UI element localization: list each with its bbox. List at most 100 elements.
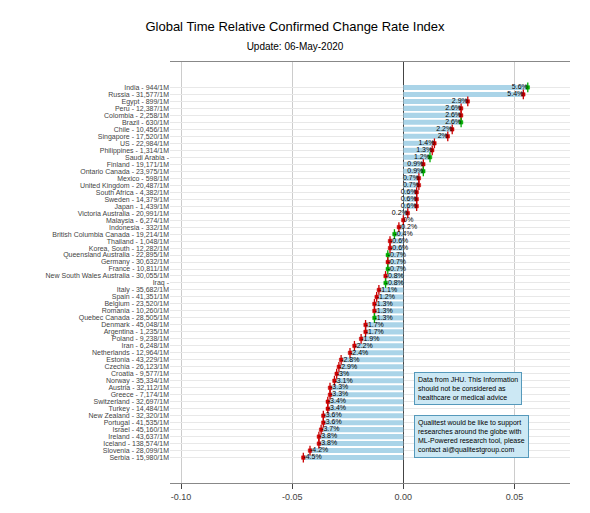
svg-text:-3.7%: -3.7% xyxy=(321,425,339,432)
svg-text:Spain - 41,351/1M: Spain - 41,351/1M xyxy=(112,293,169,301)
svg-text:0.00: 0.00 xyxy=(395,492,413,502)
svg-text:-1.2%: -1.2% xyxy=(377,293,395,300)
svg-text:Denmark - 45,048/1M: Denmark - 45,048/1M xyxy=(101,321,169,328)
svg-text:-1.1%: -1.1% xyxy=(379,286,397,293)
svg-text:0.2%: 0.2% xyxy=(392,209,408,216)
svg-text:-3.8%: -3.8% xyxy=(319,439,337,446)
svg-text:-0.2%: -0.2% xyxy=(399,223,417,230)
svg-text:India - 944/1M: India - 944/1M xyxy=(124,84,169,91)
svg-text:0%: 0% xyxy=(403,216,413,223)
svg-text:-1.3%: -1.3% xyxy=(374,300,392,307)
svg-text:-1.7%: -1.7% xyxy=(366,328,384,335)
svg-text:0.6%: 0.6% xyxy=(401,202,417,209)
svg-text:1.3%: 1.3% xyxy=(416,146,432,153)
svg-text:Thailand - 1,048/1M: Thailand - 1,048/1M xyxy=(107,238,169,245)
svg-text:-2.4%: -2.4% xyxy=(350,349,368,356)
svg-text:Data from JHU. This Informatio: Data from JHU. This Informationshould no… xyxy=(418,376,518,401)
svg-text:0.6%: 0.6% xyxy=(401,188,417,195)
svg-text:-0.6%: -0.6% xyxy=(390,244,408,251)
svg-text:-0.05: -0.05 xyxy=(282,492,303,502)
svg-text:Chile - 10,456/1M: Chile - 10,456/1M xyxy=(114,126,169,133)
svg-text:Colombia - 2,258/1M: Colombia - 2,258/1M xyxy=(104,112,169,119)
svg-text:0.05: 0.05 xyxy=(506,492,524,502)
svg-text:-0.8%: -0.8% xyxy=(386,272,404,279)
svg-text:5.6%: 5.6% xyxy=(512,83,528,90)
svg-text:-1.7%: -1.7% xyxy=(366,321,384,328)
svg-text:0.7%: 0.7% xyxy=(403,174,419,181)
svg-text:-0.4%: -0.4% xyxy=(394,230,412,237)
svg-text:Victoria Australia - 20,991/1M: Victoria Australia - 20,991/1M xyxy=(78,210,169,217)
svg-text:France - 10,811/1M: France - 10,811/1M xyxy=(108,265,169,272)
svg-text:Global Time Relative Confirmed: Global Time Relative Confirmed Change Ra… xyxy=(145,19,445,34)
svg-text:Iran - 6,248/1M: Iran - 6,248/1M xyxy=(122,342,170,349)
svg-text:Netherlands - 12,964/1M: Netherlands - 12,964/1M xyxy=(92,349,169,356)
svg-text:Slovenia - 28,099/1M: Slovenia - 28,099/1M xyxy=(103,447,169,454)
svg-text:Poland - 9,238/1M: Poland - 9,238/1M xyxy=(112,335,169,342)
svg-text:Czechia - 26,123/1M: Czechia - 26,123/1M xyxy=(104,363,169,370)
svg-text:-0.7%: -0.7% xyxy=(388,251,406,258)
svg-text:Update: 06-May-2020: Update: 06-May-2020 xyxy=(247,41,344,52)
svg-text:Israel - 45,160/1M: Israel - 45,160/1M xyxy=(113,426,170,433)
svg-text:Singapore - 17,520/1M: Singapore - 17,520/1M xyxy=(98,133,169,141)
svg-text:Malaysia - 6,274/1M: Malaysia - 6,274/1M xyxy=(106,217,169,225)
svg-text:-2.2%: -2.2% xyxy=(354,342,372,349)
svg-text:0.9%: 0.9% xyxy=(407,167,423,174)
svg-text:2.9%: 2.9% xyxy=(452,97,468,104)
svg-text:0.7%: 0.7% xyxy=(403,181,419,188)
svg-text:-1.9%: -1.9% xyxy=(361,335,379,342)
svg-text:Turkey - 14,484/1M: Turkey - 14,484/1M xyxy=(109,405,170,413)
svg-text:1.2%: 1.2% xyxy=(414,153,430,160)
svg-text:Portugal - 41,535/1M: Portugal - 41,535/1M xyxy=(104,419,170,427)
svg-text:Peru - 12,387/1M: Peru - 12,387/1M xyxy=(115,105,169,112)
svg-text:Egypt - 899/1M: Egypt - 899/1M xyxy=(122,98,170,106)
svg-text:Qualitest would be like to sup: Qualitest would be like to supportresear… xyxy=(418,419,525,454)
svg-text:New Zealand - 32,320/1M: New Zealand - 32,320/1M xyxy=(88,412,169,419)
svg-text:-3.4%: -3.4% xyxy=(328,397,346,404)
svg-text:Iraq -: Iraq - xyxy=(153,279,170,287)
svg-text:Switzerland - 32,697/1M: Switzerland - 32,697/1M xyxy=(94,398,170,405)
svg-text:-3.1%: -3.1% xyxy=(334,377,352,384)
svg-text:British Columbia Canada - 19,2: British Columbia Canada - 19,214/1M xyxy=(52,231,169,238)
svg-text:-3.3%: -3.3% xyxy=(330,383,348,390)
svg-text:-3.4%: -3.4% xyxy=(328,404,346,411)
svg-text:-1.3%: -1.3% xyxy=(374,307,392,314)
svg-text:2%: 2% xyxy=(438,132,448,139)
svg-text:Brazil - 630/1M: Brazil - 630/1M xyxy=(122,119,169,126)
svg-text:Romania - 10,260/1M: Romania - 10,260/1M xyxy=(102,307,169,314)
svg-text:Saudi Arabia -: Saudi Arabia - xyxy=(125,154,170,161)
svg-text:-4.2%: -4.2% xyxy=(310,446,328,453)
svg-text:-3.6%: -3.6% xyxy=(323,418,341,425)
svg-text:2.2%: 2.2% xyxy=(436,125,452,132)
svg-text:Mexico - 598/1M: Mexico - 598/1M xyxy=(117,175,169,182)
svg-text:Germany - 30,632/1M: Germany - 30,632/1M xyxy=(101,258,169,266)
svg-text:-3.8%: -3.8% xyxy=(319,432,337,439)
svg-text:Ireland - 43,637/1M: Ireland - 43,637/1M xyxy=(108,433,169,440)
svg-text:Argentina - 1,235/1M: Argentina - 1,235/1M xyxy=(104,328,170,336)
svg-text:Finland - 19,171/1M: Finland - 19,171/1M xyxy=(107,161,169,168)
svg-text:-0.8%: -0.8% xyxy=(386,279,404,286)
svg-text:New South Wales Australia - 30: New South Wales Australia - 30,055/1M xyxy=(46,272,170,279)
svg-text:1.4%: 1.4% xyxy=(418,139,434,146)
svg-text:-0.10: -0.10 xyxy=(171,492,192,502)
svg-text:-0.7%: -0.7% xyxy=(388,258,406,265)
svg-text:Korea, South - 12,282/1M: Korea, South - 12,282/1M xyxy=(89,245,169,252)
svg-text:Norway - 35,334/1M: Norway - 35,334/1M xyxy=(106,377,169,385)
svg-text:South Africa - 4,382/1M: South Africa - 4,382/1M xyxy=(96,189,169,196)
svg-text:Greece - 7,174/1M: Greece - 7,174/1M xyxy=(111,391,170,398)
svg-text:Estonia - 43,229/1M: Estonia - 43,229/1M xyxy=(106,356,169,363)
svg-text:Italy - 35,682/1M: Italy - 35,682/1M xyxy=(117,286,169,294)
svg-text:Serbia - 15,980/1M: Serbia - 15,980/1M xyxy=(109,454,169,461)
svg-text:-3%: -3% xyxy=(337,370,349,377)
svg-text:5.4%: 5.4% xyxy=(507,90,523,97)
svg-text:Iceland - 138,574/1M: Iceland - 138,574/1M xyxy=(103,440,169,447)
svg-text:-0.6%: -0.6% xyxy=(390,237,408,244)
svg-text:Indonesia - 332/1M: Indonesia - 332/1M xyxy=(109,224,169,231)
svg-text:-2.8%: -2.8% xyxy=(341,356,359,363)
svg-text:Croatia - 9,577/1M: Croatia - 9,577/1M xyxy=(111,370,169,377)
svg-text:-4.5%: -4.5% xyxy=(303,453,321,460)
svg-text:Belgium - 23,520/1M: Belgium - 23,520/1M xyxy=(104,300,169,308)
svg-text:2.6%: 2.6% xyxy=(445,118,461,125)
svg-text:Philippines - 1,314/1M: Philippines - 1,314/1M xyxy=(100,147,169,155)
svg-text:-3.3%: -3.3% xyxy=(330,390,348,397)
svg-text:Quebec Canada - 28,505/1M: Quebec Canada - 28,505/1M xyxy=(79,314,169,322)
